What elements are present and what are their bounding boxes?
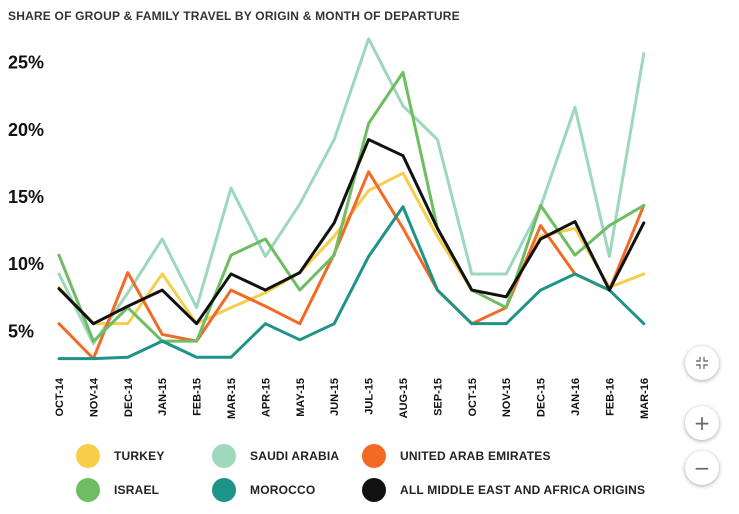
y-tick-label: 15% [8, 187, 44, 207]
x-tick-label: NOV-15 [501, 378, 513, 417]
x-tick-label: APR-15 [260, 378, 272, 417]
x-tick-label: FEB-15 [192, 378, 204, 416]
legend-label-united-arab-emirates: UNITED ARAB EMIRATES [400, 449, 551, 463]
series-line-saudi-arabia[interactable] [57, 37, 646, 346]
legend-item-turkey[interactable]: TURKEY [76, 444, 165, 468]
legend-swatch-israel [76, 478, 100, 502]
y-tick-label: 20% [8, 120, 44, 140]
legend-swatch-morocco [212, 478, 236, 502]
x-tick-label: MAR-16 [639, 378, 651, 419]
series-line-all-middle-east-and-africa-origins[interactable] [57, 138, 646, 326]
zoom-in-button[interactable]: + [685, 406, 719, 440]
x-tick-label: JUL-15 [364, 378, 376, 415]
x-tick-label: FEB-16 [604, 378, 616, 416]
legend-swatch-saudi-arabia [212, 444, 236, 468]
x-tick-label: DEC-15 [536, 378, 548, 417]
zoom-out-button[interactable]: − [685, 451, 719, 485]
x-tick-label: OCT-15 [467, 378, 479, 417]
legend-item-saudi-arabia[interactable]: SAUDI ARABIA [212, 444, 339, 468]
x-tick-label: JUN-15 [329, 378, 341, 416]
legend-swatch-all-origins [362, 478, 386, 502]
y-tick-label: 10% [8, 254, 44, 274]
legend-item-all-origins[interactable]: ALL MIDDLE EAST AND AFRICA ORIGINS [362, 478, 645, 502]
legend-swatch-turkey [76, 444, 100, 468]
x-tick-label: OCT-14 [54, 377, 66, 416]
series-line-israel[interactable] [57, 70, 646, 343]
collapse-icon [696, 357, 708, 369]
x-tick-label: JAN-15 [157, 378, 169, 416]
x-tick-label: NOV-14 [88, 377, 100, 417]
legend-item-united-arab-emirates[interactable]: UNITED ARAB EMIRATES [362, 444, 551, 468]
legend-label-israel: ISRAEL [114, 483, 160, 497]
series-line-united-arab-emirates[interactable] [57, 170, 646, 361]
x-tick-label: DEC-14 [123, 377, 135, 417]
legend-item-israel[interactable]: ISRAEL [76, 478, 159, 502]
legend-swatch-united-arab-emirates [362, 444, 386, 468]
x-tick-label: MAR-15 [226, 378, 238, 419]
y-tick-label: 25% [8, 53, 44, 73]
legend-item-morocco[interactable]: MOROCCO [212, 478, 315, 502]
x-tick-label: MAY-15 [295, 378, 307, 417]
series-line-morocco[interactable] [57, 205, 646, 361]
x-tick-label: JAN-16 [570, 378, 582, 416]
legend-label-turkey: TURKEY [114, 449, 165, 463]
y-tick-label: 5% [8, 321, 34, 341]
x-tick-label: AUG-15 [398, 378, 410, 418]
legend-label-all-origins: ALL MIDDLE EAST AND AFRICA ORIGINS [400, 483, 646, 497]
legend-label-saudi-arabia: SAUDI ARABIA [250, 449, 340, 463]
collapse-button[interactable] [685, 346, 719, 380]
chart-title: SHARE OF GROUP & FAMILY TRAVEL BY ORIGIN… [8, 9, 460, 23]
x-tick-label: SEP-15 [432, 378, 444, 416]
legend-label-morocco: MOROCCO [250, 483, 316, 497]
